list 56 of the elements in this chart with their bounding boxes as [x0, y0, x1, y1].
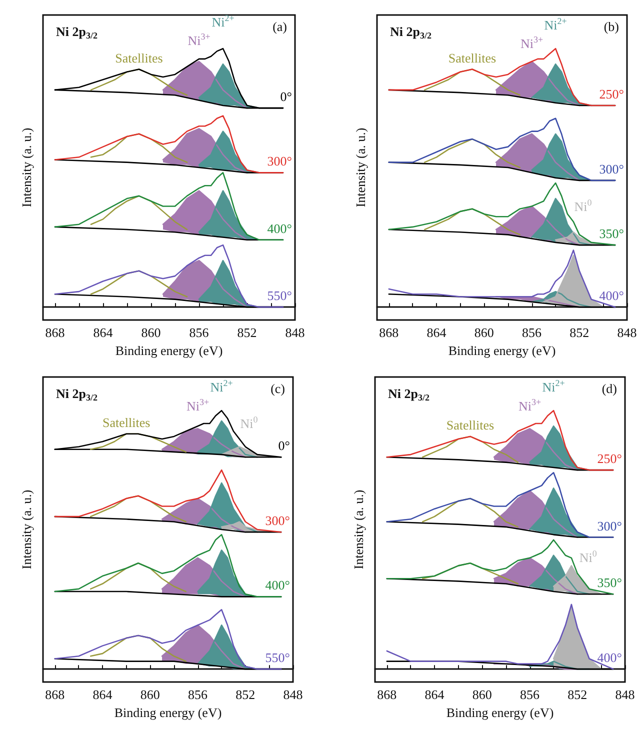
x-tick-label: 864 — [93, 325, 114, 340]
x-axis-title: Binding energy (eV) — [448, 343, 556, 358]
x-tick-label: 852 — [568, 687, 588, 702]
series-label: 400° — [267, 220, 292, 236]
x-tick-label: 868 — [379, 325, 399, 340]
series-label: Satellites — [115, 50, 163, 66]
x-tick-label: 860 — [140, 687, 160, 702]
x-tick-label: 852 — [237, 325, 257, 340]
x-tick-label: 860 — [472, 687, 492, 702]
x-tick-label: 864 — [424, 687, 445, 702]
x-tick-label: 848 — [285, 325, 305, 340]
series-label: 400° — [597, 650, 622, 666]
text: (d) — [602, 381, 618, 396]
x-axis-title: Binding energy (eV) — [114, 705, 222, 720]
y-axis-title: Intensity (a. u.) — [19, 490, 34, 570]
y-axis-title: Intensity (a. u.) — [353, 128, 368, 208]
x-tick-label: 852 — [570, 325, 590, 340]
series-label: 250° — [597, 451, 622, 466]
series-label: 300° — [265, 513, 290, 528]
series-label: 350° — [597, 575, 622, 590]
y-axis-title: Intensity (a. u.) — [351, 490, 366, 570]
series-label: 350° — [599, 226, 624, 242]
series-label: 0° — [280, 89, 292, 104]
x-tick-label: 856 — [520, 687, 540, 702]
series-label: 300° — [599, 161, 624, 176]
x-tick-label: 868 — [45, 687, 65, 702]
x-tick-label: 856 — [522, 325, 542, 340]
x-tick-label: 848 — [283, 687, 303, 702]
x-tick-label: 856 — [189, 325, 210, 340]
text: (b) — [604, 19, 620, 34]
series-label: 550° — [265, 650, 290, 666]
series-label: 0° — [278, 438, 290, 454]
x-tick-label: 864 — [92, 687, 113, 702]
series-label: 400° — [599, 288, 624, 304]
x-tick-label: 860 — [141, 325, 161, 340]
series-label: 550° — [267, 288, 292, 304]
series-label: 300° — [597, 518, 622, 534]
series-label: Satellites — [446, 417, 494, 432]
text: (c) — [270, 381, 286, 396]
y-axis-title: Intensity (a. u.) — [19, 128, 34, 208]
x-tick-label: 868 — [45, 325, 65, 340]
text: (a) — [272, 19, 288, 34]
x-tick-label: 864 — [426, 325, 447, 340]
x-tick-label: 868 — [377, 687, 397, 702]
series-label: 250° — [599, 86, 624, 102]
x-tick-label: 852 — [236, 687, 256, 702]
series-label: Satellites — [102, 414, 150, 430]
x-axis-title: Binding energy (eV) — [446, 705, 554, 720]
series-label: Satellites — [448, 50, 496, 66]
x-tick-label: 860 — [474, 325, 494, 340]
x-tick-label: 856 — [188, 687, 208, 702]
x-axis-title: Binding energy (eV) — [115, 343, 223, 358]
x-tick-label: 848 — [615, 687, 635, 702]
series-label: 400° — [265, 578, 290, 593]
x-tick-label: 848 — [617, 325, 637, 340]
series-label: 300° — [267, 154, 292, 169]
